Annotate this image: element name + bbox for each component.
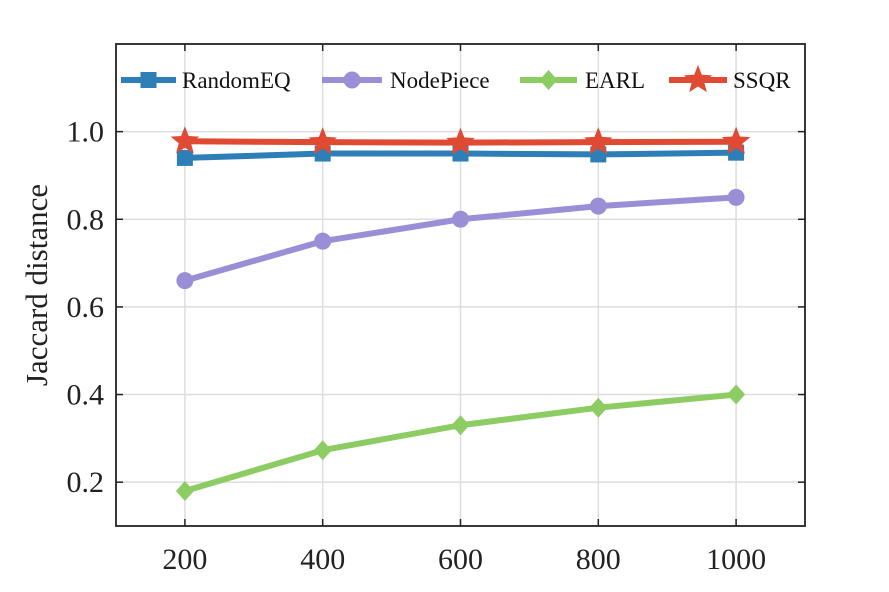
legend-label-earl: EARL (585, 68, 645, 93)
data-point-ssqr (308, 127, 337, 155)
x-tick-label: 1000 (706, 543, 766, 576)
data-point-nodepiece (727, 188, 745, 206)
legend-label-nodepiece: NodePiece (390, 68, 490, 93)
y-tick-label: 0.8 (67, 203, 105, 236)
y-tick-label: 1.0 (67, 116, 105, 149)
legend-marker-earl (539, 70, 558, 90)
data-point-nodepiece (452, 210, 469, 228)
series-nodepiece (176, 188, 745, 290)
series-ssqr (170, 126, 751, 155)
legend: RandomEQ NodePiece EARL SSQR (121, 65, 791, 93)
y-axis-label: Jaccard distance (19, 184, 54, 386)
axis-ticks: 200 400 600 800 1000 0.2 0.4 0.6 0.8 1.0 (67, 44, 805, 576)
data-point-randomeq (176, 149, 193, 166)
y-tick-label: 0.6 (67, 291, 105, 324)
series-earl (175, 384, 746, 501)
data-point-ssqr (584, 127, 613, 155)
x-tick-label: 800 (576, 543, 621, 576)
legend-marker-ssqr (683, 65, 713, 93)
data-point-ssqr (170, 126, 200, 154)
legend-label-ssqr: SSQR (733, 68, 791, 93)
y-tick-label: 0.4 (67, 379, 105, 412)
data-point-ssqr (721, 126, 751, 154)
x-tick-label: 200 (162, 543, 207, 576)
legend-item-randomeq: RandomEQ (121, 68, 291, 93)
x-tick-label: 600 (438, 543, 483, 576)
data-point-earl (313, 440, 332, 461)
data-point-earl (175, 480, 194, 501)
data-point-nodepiece (176, 272, 194, 290)
data-point-ssqr (446, 127, 475, 155)
series-layer (170, 126, 751, 501)
x-tick-label: 400 (300, 543, 345, 576)
legend-item-ssqr: SSQR (669, 65, 791, 93)
data-point-nodepiece (589, 197, 607, 215)
data-point-earl (727, 384, 746, 405)
legend-item-earl: EARL (520, 68, 645, 93)
data-point-earl (451, 415, 470, 436)
legend-marker-randomeq (140, 72, 157, 88)
data-point-nodepiece (314, 232, 332, 250)
data-point-earl (589, 397, 608, 418)
grid-lines (116, 44, 805, 526)
legend-item-nodepiece: NodePiece (322, 68, 490, 93)
legend-label-randomeq: RandomEQ (182, 68, 291, 93)
legend-marker-nodepiece (343, 71, 361, 89)
y-tick-label: 0.2 (67, 466, 105, 499)
